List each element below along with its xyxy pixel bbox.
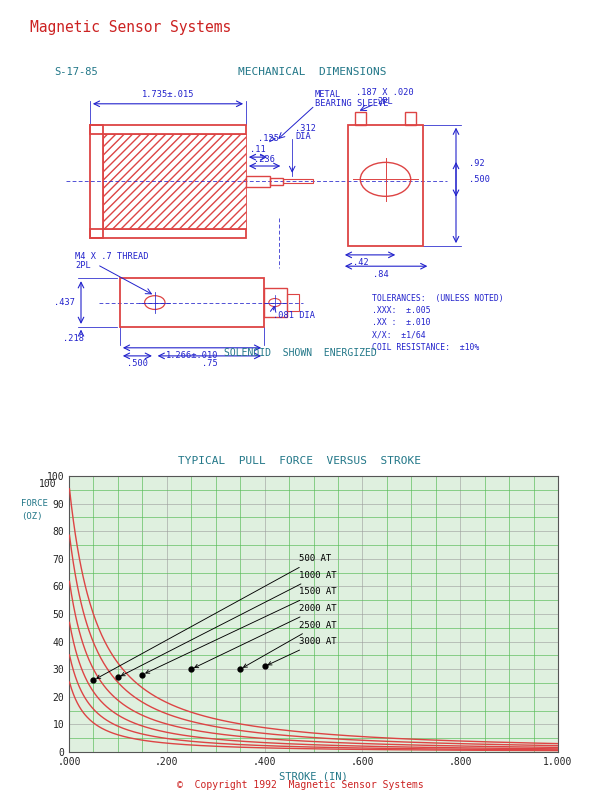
Bar xyxy=(264,289,287,317)
Text: X/X:  ±1/64: X/X: ±1/64 xyxy=(372,330,425,339)
Text: 100: 100 xyxy=(39,479,56,489)
Text: 2PL: 2PL xyxy=(75,261,91,270)
Text: METAL: METAL xyxy=(315,90,341,99)
Text: 1.266±.010: 1.266±.010 xyxy=(166,351,218,360)
Text: TYPICAL  PULL  FORCE  VERSUS  STROKE: TYPICAL PULL FORCE VERSUS STROKE xyxy=(179,456,421,466)
Text: ©  Copyright 1992  Magnetic Sensor Systems: © Copyright 1992 Magnetic Sensor Systems xyxy=(176,781,424,790)
Text: 2000 AT: 2000 AT xyxy=(194,604,337,668)
Text: .84: .84 xyxy=(373,270,389,278)
Text: M4 X .7 THREAD: M4 X .7 THREAD xyxy=(75,251,149,261)
Bar xyxy=(90,229,246,238)
Bar xyxy=(103,134,246,229)
Bar xyxy=(355,112,366,125)
Text: .XXX:  ±.005: .XXX: ±.005 xyxy=(372,306,431,315)
Text: .42: .42 xyxy=(353,258,369,267)
Text: .081 DIA: .081 DIA xyxy=(273,311,315,320)
Text: S-17-85: S-17-85 xyxy=(54,67,98,78)
Bar xyxy=(120,278,264,326)
Text: (OZ): (OZ) xyxy=(21,511,43,521)
Text: 2500 AT: 2500 AT xyxy=(244,621,337,667)
Text: .11: .11 xyxy=(250,146,266,154)
Bar xyxy=(287,294,299,311)
Text: 3000 AT: 3000 AT xyxy=(268,637,337,665)
Bar xyxy=(283,179,313,183)
Text: Magnetic Sensor Systems: Magnetic Sensor Systems xyxy=(30,20,231,35)
Bar xyxy=(405,112,416,125)
Bar xyxy=(246,176,270,187)
Text: .92: .92 xyxy=(469,158,485,168)
Text: 1.735±.015: 1.735±.015 xyxy=(142,90,194,99)
Bar xyxy=(90,125,103,238)
Text: 1000 AT: 1000 AT xyxy=(121,571,337,676)
Text: 500 AT: 500 AT xyxy=(97,554,331,678)
Text: .500: .500 xyxy=(127,358,148,368)
Text: .218: .218 xyxy=(63,334,84,343)
Text: 1500 AT: 1500 AT xyxy=(146,587,337,673)
Text: FORCE: FORCE xyxy=(21,499,48,509)
Text: .125: .125 xyxy=(258,134,279,143)
Text: .437: .437 xyxy=(54,298,75,307)
Text: .XX :  ±.010: .XX : ±.010 xyxy=(372,318,431,327)
Text: .312: .312 xyxy=(295,124,316,134)
Text: SOLENOID  SHOWN  ENERGIZED: SOLENOID SHOWN ENERGIZED xyxy=(224,348,376,358)
Text: MECHANICAL  DIMENSIONS: MECHANICAL DIMENSIONS xyxy=(238,67,386,78)
X-axis label: STROKE (IN): STROKE (IN) xyxy=(279,771,348,781)
Text: .187 X .020: .187 X .020 xyxy=(356,88,414,97)
Bar xyxy=(348,125,423,246)
Text: 2PL: 2PL xyxy=(377,97,393,106)
Text: BEARING SLEEVE: BEARING SLEEVE xyxy=(315,99,389,108)
Bar xyxy=(90,125,246,134)
Text: .75: .75 xyxy=(202,358,218,368)
Text: .500: .500 xyxy=(469,175,490,184)
Text: TOLERANCES:  (UNLESS NOTED): TOLERANCES: (UNLESS NOTED) xyxy=(372,294,503,303)
Bar xyxy=(270,178,283,185)
Text: .236: .236 xyxy=(254,154,275,164)
Text: COIL RESISTANCE:  ±10%: COIL RESISTANCE: ±10% xyxy=(372,342,479,351)
Text: DIA: DIA xyxy=(295,133,311,142)
